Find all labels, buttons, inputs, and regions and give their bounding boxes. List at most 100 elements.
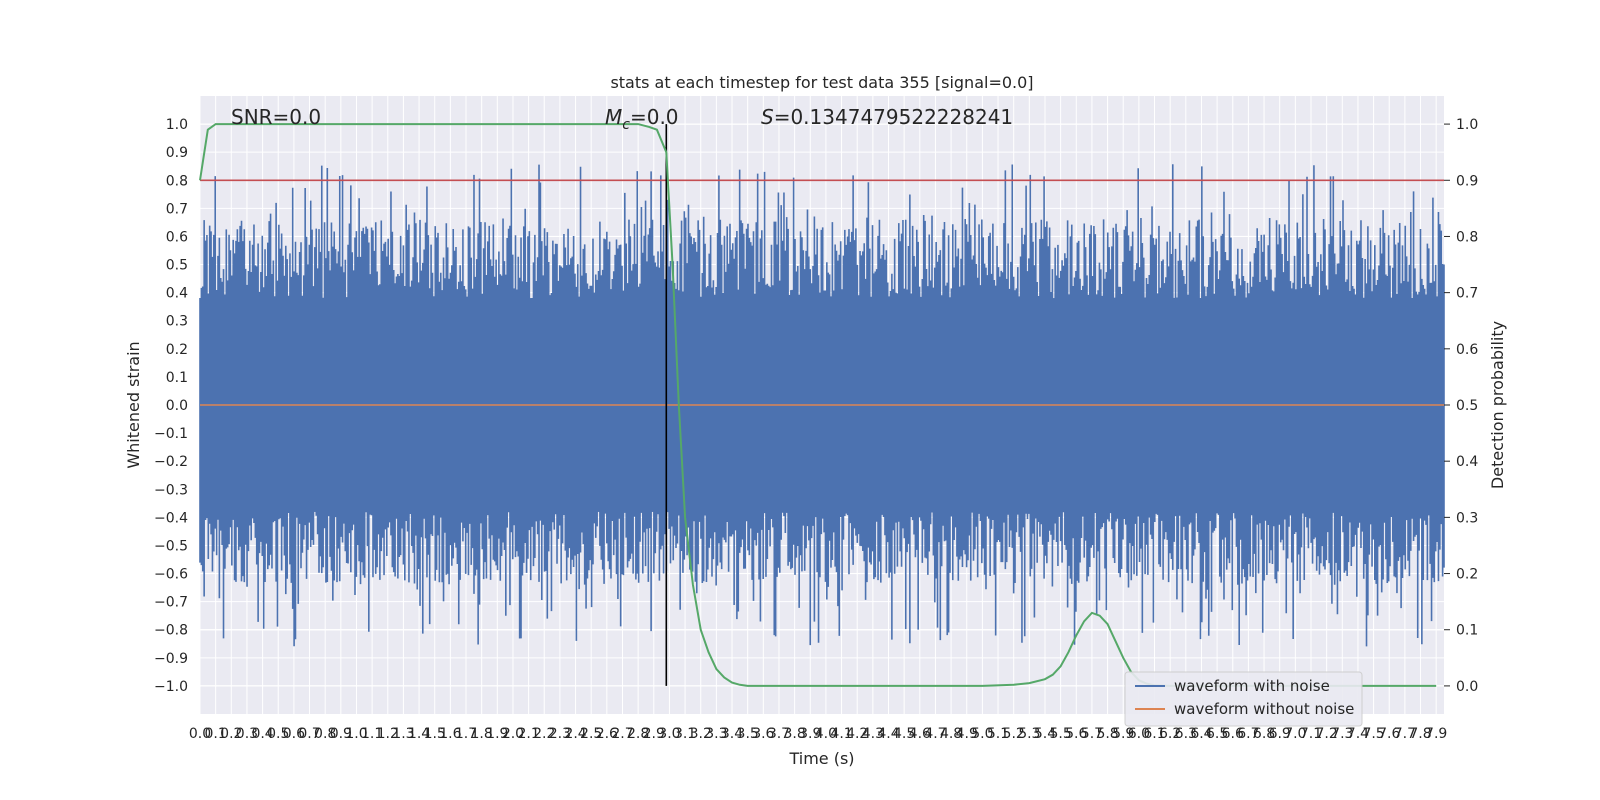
x-tick-label: 7.6 — [1378, 726, 1400, 742]
x-tick-label: 6.3 — [1175, 726, 1197, 742]
x-tick-label: 1.4 — [408, 726, 430, 742]
x-tick-label: 4.7 — [924, 726, 946, 742]
x-tick-label: 7.1 — [1300, 726, 1322, 742]
y-tick-label: 0.5 — [166, 258, 188, 274]
y-tick-label: −0.9 — [154, 651, 188, 667]
y-tick-label: −0.6 — [154, 567, 188, 583]
x-tick-label: 5.0 — [971, 726, 993, 742]
x-tick-label: 3.2 — [690, 726, 712, 742]
x-tick-label: 0.6 — [283, 726, 305, 742]
x-tick-label: 0.8 — [314, 726, 336, 742]
x-tick-label: 1.1 — [361, 726, 383, 742]
x-tick-label: 0.1 — [205, 726, 227, 742]
y2-tick-label: 0.6 — [1456, 342, 1478, 358]
x-tick-label: 7.7 — [1394, 726, 1416, 742]
x-tick-label: 0.3 — [236, 726, 258, 742]
x-tick-label: 4.9 — [956, 726, 978, 742]
x-tick-label: 3.0 — [658, 726, 680, 742]
x-tick-label: 1.5 — [424, 726, 446, 742]
x-tick-label: 2.9 — [643, 726, 665, 742]
chirp-mass-symbol: M — [605, 105, 622, 129]
x-tick-label: 0.5 — [267, 726, 289, 742]
x-tick-label: 6.9 — [1269, 726, 1291, 742]
x-tick-label: 7.4 — [1347, 726, 1369, 742]
y2-tick-label: 0.5 — [1456, 398, 1478, 414]
x-tick-label: 2.4 — [564, 726, 586, 742]
y2-tick-label: 0.9 — [1456, 173, 1478, 189]
x-tick-label: 7.5 — [1362, 726, 1384, 742]
x-tick-label: 0.2 — [220, 726, 242, 742]
x-tick-label: 3.1 — [674, 726, 696, 742]
x-tick-label: 2.6 — [596, 726, 618, 742]
x-tick-label: 7.8 — [1409, 726, 1431, 742]
x-tick-label: 1.3 — [392, 726, 414, 742]
x-tick-label: 4.8 — [940, 726, 962, 742]
x-tick-label: 4.0 — [815, 726, 837, 742]
x-tick-label: 4.5 — [893, 726, 915, 742]
y-tick-label: 1.0 — [166, 117, 188, 133]
score-annotation: S=0.1347479522228241 — [761, 105, 1013, 129]
x-tick-label: 0.7 — [298, 726, 320, 742]
y-tick-label: 0.9 — [166, 145, 188, 161]
x-tick-label: 7.9 — [1425, 726, 1447, 742]
x-tick-label: 4.2 — [846, 726, 868, 742]
x-tick-label: 7.3 — [1331, 726, 1353, 742]
x-tick-label: 1.9 — [486, 726, 508, 742]
x-tick-label: 1.6 — [439, 726, 461, 742]
x-tick-label: 3.3 — [705, 726, 727, 742]
x-tick-label: 5.3 — [1018, 726, 1040, 742]
y2-tick-label: 1.0 — [1456, 117, 1478, 133]
overlay-lines — [199, 123, 1444, 687]
x-tick-label: 6.7 — [1237, 726, 1259, 742]
x-tick-label: 0.4 — [251, 726, 273, 742]
x-tick-label: 2.1 — [517, 726, 539, 742]
x-tick-label: 6.0 — [1128, 726, 1150, 742]
y-axis-label: Whitened strain — [124, 341, 143, 468]
y-tick-label: −0.7 — [154, 595, 188, 611]
x-tick-label: 3.9 — [799, 726, 821, 742]
y-tick-label: −0.3 — [154, 482, 188, 498]
x-tick-label: 7.2 — [1316, 726, 1338, 742]
x-axis-label: Time (s) — [788, 749, 854, 768]
chirp-mass-subscript: c — [622, 117, 630, 133]
y2-tick-label: 0.1 — [1456, 623, 1478, 639]
x-tick-label: 1.2 — [377, 726, 399, 742]
chirp-mass-value: =0.0 — [630, 105, 679, 129]
x-tick-label: 2.5 — [580, 726, 602, 742]
legend-label-clean: waveform without noise — [1174, 700, 1354, 718]
y2-tick-label: 0.8 — [1456, 229, 1478, 245]
legend-label-noise: waveform with noise — [1174, 677, 1330, 695]
x-tick-label: 1.8 — [471, 726, 493, 742]
y-tick-label: −0.5 — [154, 538, 188, 554]
y2-tick-label: 0.7 — [1456, 286, 1478, 302]
x-tick-label: 6.6 — [1222, 726, 1244, 742]
x-tick-label: 6.2 — [1159, 726, 1181, 742]
y-tick-label: 0.1 — [166, 370, 188, 386]
x-tick-label: 4.4 — [877, 726, 899, 742]
x-tick-label: 5.2 — [1003, 726, 1025, 742]
ticks: 0.00.10.20.30.40.50.60.70.80.91.01.11.21… — [154, 117, 1478, 742]
legend-box — [1124, 671, 1363, 727]
y-tick-label: 0.3 — [166, 314, 188, 330]
y2-tick-label: 0.4 — [1456, 454, 1478, 470]
x-tick-label: 5.5 — [1049, 726, 1071, 742]
y-tick-label: −0.2 — [154, 454, 188, 470]
x-tick-label: 3.8 — [783, 726, 805, 742]
x-tick-label: 6.5 — [1206, 726, 1228, 742]
x-tick-label: 7.0 — [1284, 726, 1306, 742]
x-tick-label: 0.9 — [330, 726, 352, 742]
chart-title: stats at each timestep for test data 355… — [610, 73, 1033, 92]
x-tick-label: 2.0 — [502, 726, 524, 742]
x-tick-label: 3.6 — [752, 726, 774, 742]
chirp-mass-annotation: Mc=0.0 — [605, 105, 679, 133]
x-tick-label: 0.0 — [189, 726, 211, 742]
x-tick-label: 4.1 — [830, 726, 852, 742]
x-tick-label: 6.1 — [1143, 726, 1165, 742]
y-tick-label: 0.6 — [166, 229, 188, 245]
x-tick-label: 1.7 — [455, 726, 477, 742]
y2-axis-label: Detection probability — [1488, 321, 1507, 489]
x-tick-label: 5.1 — [987, 726, 1009, 742]
score-symbol: S — [761, 105, 774, 129]
y2-tick-label: 0.2 — [1456, 567, 1478, 583]
x-tick-label: 4.3 — [862, 726, 884, 742]
